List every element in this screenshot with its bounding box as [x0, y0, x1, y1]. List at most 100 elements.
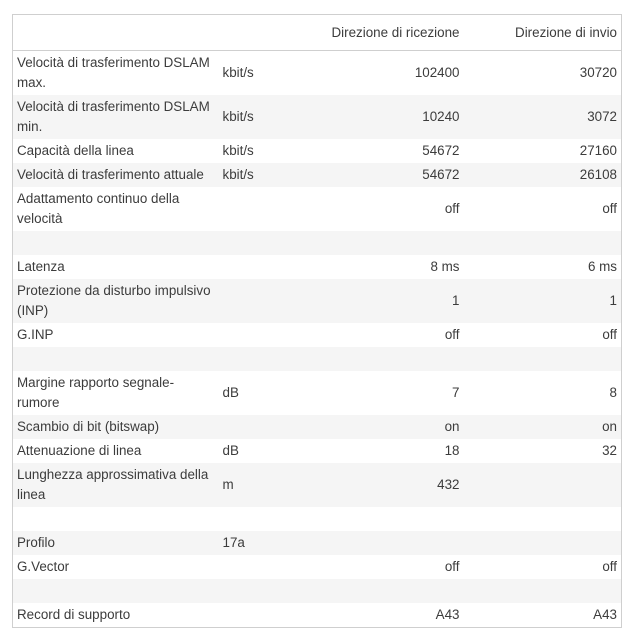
send-value: on [602, 419, 617, 434]
row-label [13, 579, 219, 603]
receive-value: 54672 [422, 167, 460, 182]
row-unit [219, 347, 299, 371]
table-row [12, 231, 622, 255]
row-unit [219, 255, 299, 279]
header-unit [218, 14, 299, 51]
receive-value [299, 507, 464, 531]
row-unit: kbit/s [222, 65, 254, 80]
send-value: 3072 [587, 109, 617, 124]
row-label: Latenza [17, 259, 65, 274]
send-value: off [602, 201, 617, 216]
row-label: Protezione da disturbo impulsivo (INP) [17, 283, 211, 318]
receive-value: on [444, 419, 460, 434]
table-row: Profilo 17a [12, 531, 622, 555]
send-value: 32 [602, 443, 617, 458]
receive-value: 54672 [422, 143, 460, 158]
send-value: off [602, 327, 617, 342]
row-label: Scambio di bit (bitswap) [17, 419, 160, 434]
send-value: 6 ms [587, 259, 617, 274]
receive-value: 10240 [422, 109, 460, 124]
send-value: A43 [593, 607, 617, 622]
send-value: off [602, 559, 617, 574]
header-send: Direzione di invio [463, 14, 622, 51]
row-label: Velocità di trasferimento DSLAM max. [17, 55, 210, 90]
receive-value: 18 [444, 443, 460, 458]
row-unit: kbit/s [222, 143, 254, 158]
row-label: Profilo [17, 535, 55, 550]
receive-value: 8 ms [430, 259, 460, 274]
table-row [13, 507, 622, 531]
row-label: G.INP [17, 327, 54, 342]
row-label: Velocità di trasferimento attuale [17, 167, 204, 182]
row-label: Lunghezza approssimativa della linea [17, 467, 209, 502]
receive-value: 432 [437, 477, 460, 492]
receive-value [299, 347, 464, 371]
row-unit [219, 323, 299, 347]
row-label [13, 231, 219, 255]
header-row: Direzione di ricezione Direzione di invi… [12, 14, 622, 51]
table-row: Attenuazione di linea dB 18 32 [13, 439, 622, 463]
row-unit [219, 555, 299, 579]
row-label: Record di supporto [17, 607, 131, 622]
receive-value [299, 579, 464, 603]
row-label: Velocità di trasferimento DSLAM min. [17, 99, 210, 134]
row-label: Attenuazione di linea [17, 443, 142, 458]
table-row: Velocità di trasferimento attuale kbit/s 5… [12, 163, 622, 187]
send-value [464, 347, 622, 371]
receive-value: off [444, 327, 460, 342]
send-value [464, 231, 622, 255]
row-label: Adattamento continuo della velocità [17, 191, 180, 226]
send-value [464, 579, 622, 603]
row-unit: kbit/s [222, 167, 254, 182]
table-row [12, 347, 622, 371]
table-row: G.Vector off off [13, 555, 622, 579]
receive-value: 7 [452, 385, 460, 400]
row-unit: 17a [222, 535, 245, 550]
row-unit [219, 579, 299, 603]
row-unit [219, 507, 299, 531]
row-unit [219, 231, 299, 255]
row-unit: kbit/s [222, 109, 254, 124]
send-value [464, 463, 622, 507]
header-label [12, 14, 219, 51]
table-row: G.INP off off [13, 323, 622, 347]
send-value [464, 507, 622, 531]
send-value [464, 531, 622, 555]
send-value: 27160 [579, 143, 617, 158]
send-value: 30720 [579, 65, 617, 80]
table-row: Scambio di bit (bitswap) on on [12, 415, 622, 439]
row-unit: dB [222, 385, 239, 400]
table-row: Adattamento continuo della velocità off of… [13, 187, 622, 231]
send-value: 1 [609, 293, 617, 308]
row-label [13, 347, 219, 371]
dsl-info-table: Direzione di ricezione Direzione di invi… [12, 14, 622, 628]
table-row: Velocità di trasferimento DSLAM max. kbit… [13, 51, 622, 96]
table-row: Record di supporto A43 A43 [13, 603, 622, 628]
receive-value [299, 231, 464, 255]
table-row: Lunghezza approssimativa della linea m 432 [12, 463, 622, 507]
table-row [12, 579, 622, 603]
header-receive: Direzione di ricezione [298, 14, 464, 51]
receive-value [299, 531, 464, 555]
row-label: G.Vector [17, 559, 70, 574]
row-unit: m [222, 477, 234, 492]
receive-value: 1 [452, 293, 460, 308]
row-unit: dB [222, 443, 239, 458]
receive-value: A43 [435, 607, 460, 622]
row-label [13, 507, 219, 531]
receive-value: 102400 [414, 65, 460, 80]
table-row: Latenza 8 ms 6 ms [13, 255, 622, 279]
receive-value: off [444, 559, 460, 574]
row-unit [219, 603, 299, 628]
row-unit [219, 187, 299, 231]
row-label: Capacità della linea [17, 143, 134, 158]
table-row: Capacità della linea kbit/s 54672 27160 [13, 139, 622, 163]
receive-value: off [444, 201, 460, 216]
row-unit [219, 279, 299, 323]
row-label: Margine rapporto segnale-rumore [17, 375, 175, 410]
table-row: Margine rapporto segnale-rumore dB 7 8 [13, 371, 622, 415]
send-value: 26108 [579, 167, 617, 182]
table-row: Velocità di trasferimento DSLAM min. kbit… [12, 95, 622, 139]
row-unit [219, 415, 299, 439]
send-value: 8 [609, 385, 617, 400]
